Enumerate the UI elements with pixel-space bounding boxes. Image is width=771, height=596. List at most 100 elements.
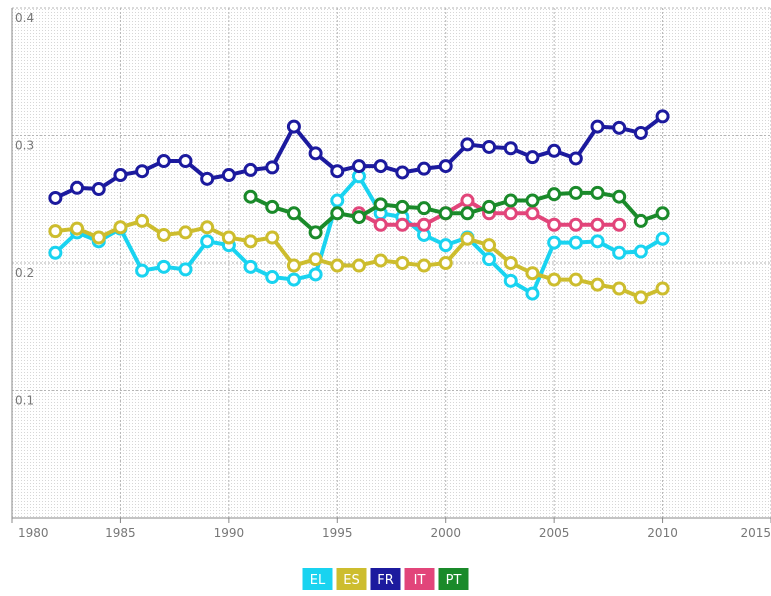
data-point (460, 193, 475, 208)
data-point (113, 168, 128, 183)
data-point (221, 230, 236, 245)
data-point (612, 245, 627, 260)
data-point (243, 259, 258, 274)
legend-label: EL (310, 573, 326, 588)
data-point (503, 206, 518, 221)
data-point (503, 273, 518, 288)
data-point (308, 252, 323, 267)
data-point (200, 220, 215, 235)
data-point (417, 258, 432, 273)
x-tick-label: 1995 (322, 526, 353, 540)
x-tick-label: 2005 (539, 526, 570, 540)
legend-swatch (302, 568, 333, 590)
data-point (286, 272, 301, 287)
data-point (655, 231, 670, 246)
legend-label: ES (343, 573, 359, 588)
data-point (568, 151, 583, 166)
data-point (460, 137, 475, 152)
data-point (48, 245, 63, 260)
data-point (590, 217, 605, 232)
data-point (135, 164, 150, 179)
data-point (373, 159, 388, 174)
data-point (547, 272, 562, 287)
data-point (590, 185, 605, 200)
data-point (330, 164, 345, 179)
data-point (308, 146, 323, 161)
data-point (568, 272, 583, 287)
data-point (547, 235, 562, 250)
data-point (330, 193, 345, 208)
data-point (395, 256, 410, 270)
data-point (525, 286, 540, 301)
data-point (503, 141, 518, 156)
y-tick-label: 0.2 (15, 266, 34, 280)
data-point (70, 221, 85, 236)
data-point (70, 180, 85, 195)
data-point (417, 201, 432, 216)
legend-item[interactable]: IT (404, 568, 435, 590)
data-point (265, 270, 280, 285)
data-point (590, 234, 605, 249)
data-point (243, 189, 258, 204)
data-point (286, 119, 301, 134)
data-point (438, 238, 453, 253)
data-point (633, 213, 648, 228)
data-point (113, 220, 128, 235)
data-point (330, 258, 345, 273)
data-point (547, 143, 562, 158)
legend-swatch (336, 568, 367, 590)
y-tick-label: 0.1 (15, 394, 34, 408)
data-point (547, 217, 562, 232)
legend-item[interactable]: FR (370, 568, 401, 590)
data-point (351, 210, 366, 225)
data-point (655, 281, 670, 296)
data-point (417, 217, 432, 232)
data-point (438, 159, 453, 174)
data-point (330, 206, 345, 221)
data-point (308, 267, 323, 282)
x-tick-label: 2000 (430, 526, 461, 540)
data-point (525, 193, 540, 208)
data-point (482, 139, 497, 154)
data-point (351, 258, 366, 273)
data-point (156, 154, 171, 168)
legend-swatch (404, 568, 435, 590)
legend-label: PT (446, 573, 462, 588)
x-tick-label: 2010 (647, 526, 678, 540)
legend-item[interactable]: ES (336, 568, 367, 590)
data-point (503, 193, 518, 208)
data-point (286, 258, 301, 273)
data-point (221, 168, 236, 183)
data-point (373, 217, 388, 232)
data-point (655, 109, 670, 124)
data-point (243, 234, 258, 249)
data-point (633, 290, 648, 305)
x-tick-label: 1980 (18, 526, 49, 540)
data-point (438, 206, 453, 221)
data-point (612, 281, 627, 296)
x-tick-label: 2015 (740, 526, 771, 540)
data-point (395, 217, 410, 232)
data-point (351, 159, 366, 174)
data-point (395, 199, 410, 214)
data-point (547, 187, 562, 202)
legend-item[interactable]: EL (302, 568, 333, 590)
data-point (265, 230, 280, 245)
data-point (178, 225, 193, 240)
legend-item[interactable]: PT (438, 568, 469, 590)
data-point (135, 263, 150, 278)
y-tick-label: 0.3 (15, 139, 34, 153)
legend-swatch (438, 568, 469, 590)
data-point (308, 225, 323, 240)
data-point (568, 185, 583, 200)
data-point (156, 259, 171, 274)
data-point (525, 266, 540, 281)
data-point (373, 197, 388, 212)
data-point (568, 217, 583, 232)
data-point (395, 165, 410, 180)
data-point (612, 189, 627, 204)
data-point (135, 213, 150, 228)
data-point (460, 206, 475, 221)
x-tick-label: 1985 (105, 526, 136, 540)
